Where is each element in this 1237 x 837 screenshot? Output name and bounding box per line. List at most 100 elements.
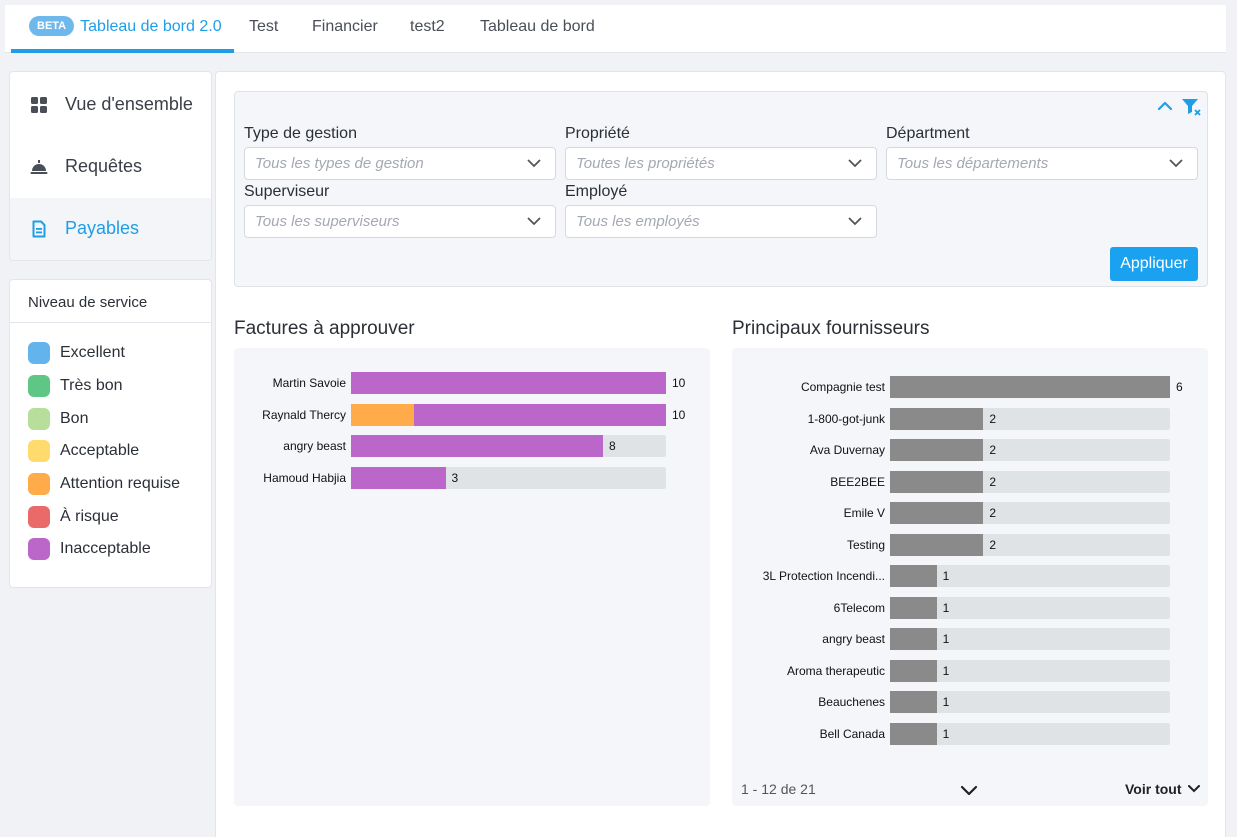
bar-label: Raynald Thercy: [262, 408, 346, 422]
bar-label: BEE2BEE: [830, 475, 885, 489]
chevron-down-icon: [527, 159, 541, 168]
bar-segment[interactable]: [890, 628, 937, 650]
bar-segment[interactable]: [351, 467, 446, 489]
tab-financier[interactable]: Financier: [312, 18, 378, 35]
bar-track[interactable]: [351, 404, 666, 426]
bar-track[interactable]: [890, 439, 1170, 461]
select-placeholder: Tous les types de gestion: [255, 155, 424, 172]
bar-track[interactable]: [890, 565, 1170, 587]
chevron-down-icon[interactable]: [960, 785, 978, 796]
beta-badge: BETA: [29, 16, 75, 36]
bar-segment[interactable]: [890, 439, 984, 461]
bar-track[interactable]: [890, 502, 1170, 524]
type-gestion-select[interactable]: Tous les types de gestion: [244, 147, 556, 180]
bar-segment[interactable]: [414, 404, 666, 426]
sidebar-item-vue-ensemble[interactable]: Vue d'ensemble: [10, 74, 211, 136]
bar-segment[interactable]: [890, 471, 984, 493]
suppliers-chart: 1 - 12 de 21 Voir tout Compagnie test 6 1-…: [732, 348, 1208, 806]
bar-segment[interactable]: [890, 691, 937, 713]
bar-value: 1: [942, 601, 950, 615]
top-tab-bar: BETA Tableau de bord 2.0 Test Financier t…: [5, 5, 1226, 53]
bar-label: angry beast: [822, 632, 885, 646]
divider: [10, 322, 211, 323]
tab-tableau-de-bord-2[interactable]: BETA Tableau de bord 2.0: [11, 5, 234, 53]
bar-value: 1: [942, 569, 950, 583]
collapse-up-icon[interactable]: [1157, 100, 1173, 112]
employe-label: Employé: [565, 183, 628, 200]
bar-segment[interactable]: [351, 435, 603, 457]
document-icon: [32, 220, 46, 238]
legend-swatch: [28, 506, 50, 528]
bar-track[interactable]: [890, 628, 1170, 650]
bar-track[interactable]: [890, 597, 1170, 619]
legend-label: Excellent: [60, 344, 125, 361]
bar-label: 1-800-got-junk: [807, 412, 885, 426]
department-select[interactable]: Tous les départements: [886, 147, 1198, 180]
employe-select[interactable]: Tous les employés: [565, 205, 877, 238]
select-placeholder: Toutes les propriétés: [576, 155, 715, 172]
bar-track[interactable]: [351, 435, 666, 457]
tab-test[interactable]: Test: [249, 18, 279, 35]
bar-segment[interactable]: [890, 534, 984, 556]
legend-label: Acceptable: [60, 442, 140, 459]
apply-button[interactable]: Appliquer: [1110, 247, 1198, 281]
grid-icon: [31, 97, 47, 113]
select-placeholder: Tous les employés: [576, 213, 700, 230]
legend-label: À risque: [60, 508, 119, 525]
legend-label: Très bon: [60, 377, 123, 394]
bar-track[interactable]: [890, 471, 1170, 493]
service-bell-icon: [30, 160, 48, 174]
superviseur-select[interactable]: Tous les superviseurs: [244, 205, 556, 238]
bar-value: 2: [989, 475, 997, 489]
bar-segment[interactable]: [351, 372, 666, 394]
bar-segment[interactable]: [890, 660, 937, 682]
legend-label: Bon: [60, 410, 89, 427]
bar-track[interactable]: [351, 372, 666, 394]
bar-segment[interactable]: [890, 502, 984, 524]
bar-segment[interactable]: [890, 376, 1170, 398]
chevron-down-icon: [848, 217, 862, 226]
sidebar-nav: Vue d'ensemble Requêtes Payables: [9, 71, 212, 261]
bar-value: 10: [672, 376, 686, 390]
bar-value: 2: [989, 538, 997, 552]
bar-track[interactable]: [890, 660, 1170, 682]
bar-segment[interactable]: [890, 597, 937, 619]
legend-swatch: [28, 538, 50, 560]
bar-value: 2: [989, 412, 997, 426]
bar-label: Emile V: [843, 506, 885, 520]
propriete-select[interactable]: Toutes les propriétés: [565, 147, 877, 180]
clear-filter-icon[interactable]: [1181, 98, 1201, 116]
bar-track[interactable]: [890, 534, 1170, 556]
pagination-text: 1 - 12 de 21: [741, 781, 816, 797]
bar-segment[interactable]: [351, 404, 414, 426]
invoices-chart: Martin Savoie 10 Raynald Thercy 10 angry bea…: [234, 348, 710, 806]
bar-track[interactable]: [890, 723, 1170, 745]
bar-value: 2: [989, 506, 997, 520]
bar-label: Hamoud Habjia: [263, 471, 346, 485]
bar-segment[interactable]: [890, 565, 937, 587]
bar-track[interactable]: [890, 691, 1170, 713]
bar-value: 1: [942, 695, 950, 709]
see-all-link[interactable]: Voir tout: [1125, 781, 1201, 797]
bar-label: Compagnie test: [800, 380, 885, 394]
sidebar-item-requetes[interactable]: Requêtes: [10, 136, 211, 198]
bar-label: Aroma therapeutic: [786, 664, 885, 678]
tab-tableau-de-bord[interactable]: Tableau de bord: [480, 18, 595, 35]
bar-segment[interactable]: [890, 723, 937, 745]
main-panel: Type de gestion Tous les types de gestio…: [215, 71, 1226, 837]
bar-track[interactable]: [890, 408, 1170, 430]
legend-swatch: [28, 408, 50, 430]
bar-track[interactable]: [890, 376, 1170, 398]
bar-value: 1: [942, 664, 950, 678]
bar-label: Testing: [846, 538, 885, 552]
chevron-down-icon: [1169, 159, 1183, 168]
bar-value: 2: [989, 443, 997, 457]
type-gestion-label: Type de gestion: [244, 125, 357, 142]
sidebar-item-payables[interactable]: Payables: [10, 198, 211, 260]
bar-segment[interactable]: [890, 408, 984, 430]
bar-track[interactable]: [351, 467, 666, 489]
legend-label: Inacceptable: [60, 540, 151, 557]
bar-label: Ava Duvernay: [809, 443, 885, 457]
tab-test2[interactable]: test2: [410, 18, 445, 35]
bar-label: 3L Protection Incendi...: [762, 569, 885, 583]
